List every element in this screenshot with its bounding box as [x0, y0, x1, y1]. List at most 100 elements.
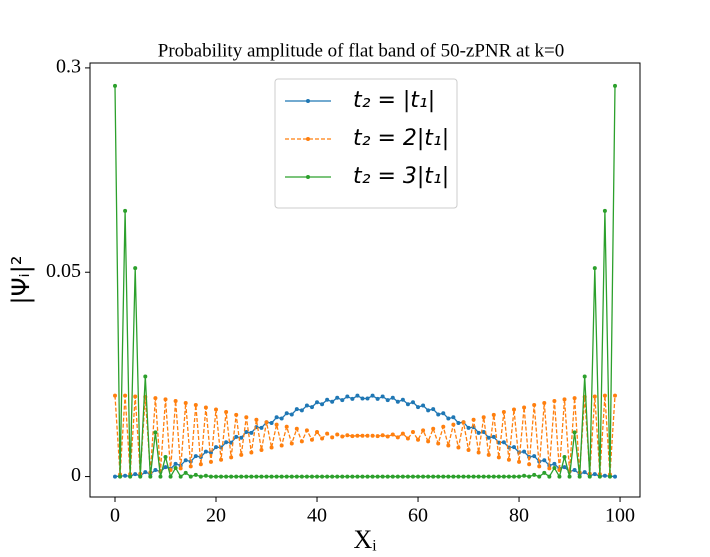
point — [234, 412, 239, 417]
point — [299, 474, 304, 479]
y-axis-label: |Ψᵢ|² — [7, 256, 35, 305]
point — [461, 474, 466, 479]
point — [466, 425, 471, 430]
point — [219, 474, 224, 479]
point — [244, 430, 249, 435]
point — [557, 474, 562, 479]
y-tick-label: 0 — [71, 464, 81, 486]
point — [375, 396, 380, 401]
point — [123, 393, 128, 398]
point — [446, 443, 451, 448]
point — [431, 474, 436, 479]
point — [441, 424, 446, 429]
point — [441, 411, 446, 416]
point — [456, 421, 461, 426]
point — [340, 474, 345, 479]
point — [315, 474, 320, 479]
point — [259, 474, 264, 479]
point — [143, 470, 148, 475]
point — [592, 266, 597, 271]
point — [148, 474, 153, 479]
point — [198, 462, 203, 467]
point — [491, 412, 496, 417]
point — [380, 394, 385, 399]
point — [259, 425, 264, 430]
point — [289, 412, 294, 417]
point — [405, 474, 410, 479]
point — [436, 441, 441, 446]
point — [254, 417, 259, 422]
point — [320, 436, 325, 441]
point — [542, 470, 547, 475]
point — [224, 409, 229, 414]
point — [441, 474, 446, 479]
point — [123, 473, 128, 478]
point — [208, 474, 213, 479]
point — [532, 454, 537, 459]
point — [173, 461, 178, 466]
point — [613, 83, 617, 88]
legend-label: t₂ = 2|t₁| — [353, 126, 449, 151]
point — [284, 474, 289, 479]
point — [325, 397, 330, 402]
point — [461, 420, 466, 425]
point — [168, 474, 173, 479]
point — [163, 454, 168, 459]
point — [335, 432, 340, 437]
point — [269, 445, 274, 450]
point — [436, 474, 441, 479]
point — [345, 433, 350, 438]
point — [229, 474, 234, 479]
point — [183, 401, 188, 406]
point — [113, 393, 117, 398]
point — [138, 474, 143, 479]
point — [602, 473, 607, 478]
point — [577, 474, 582, 479]
point — [239, 474, 244, 479]
point — [173, 465, 178, 470]
y-tick-label: 0.3 — [56, 55, 81, 77]
point — [340, 398, 345, 403]
point — [562, 465, 567, 470]
legend-marker — [306, 99, 310, 103]
point — [496, 474, 501, 479]
point — [552, 465, 557, 470]
point — [309, 405, 314, 410]
point — [249, 450, 254, 455]
point — [486, 452, 491, 457]
point — [607, 474, 612, 479]
point — [183, 458, 188, 463]
point — [375, 474, 380, 479]
point — [269, 421, 274, 426]
point — [375, 434, 380, 439]
point — [219, 457, 224, 462]
point — [289, 441, 294, 446]
point — [249, 430, 254, 435]
point — [491, 474, 496, 479]
point — [158, 474, 163, 479]
point — [567, 474, 572, 479]
point — [380, 474, 385, 479]
point — [193, 403, 198, 408]
point — [279, 416, 284, 421]
point — [193, 472, 198, 477]
point — [229, 455, 234, 460]
point — [279, 474, 284, 479]
point — [224, 440, 229, 445]
point — [471, 417, 476, 422]
point — [522, 405, 527, 410]
point — [188, 474, 193, 479]
point — [451, 415, 456, 420]
point — [562, 454, 567, 459]
legend-marker — [306, 137, 310, 141]
point — [421, 403, 426, 408]
point — [173, 398, 178, 403]
point — [330, 435, 335, 440]
point — [385, 434, 390, 439]
point — [274, 474, 279, 479]
x-tick-label: 80 — [509, 505, 529, 527]
legend-marker — [306, 175, 310, 179]
point — [602, 208, 607, 213]
point — [365, 433, 370, 438]
